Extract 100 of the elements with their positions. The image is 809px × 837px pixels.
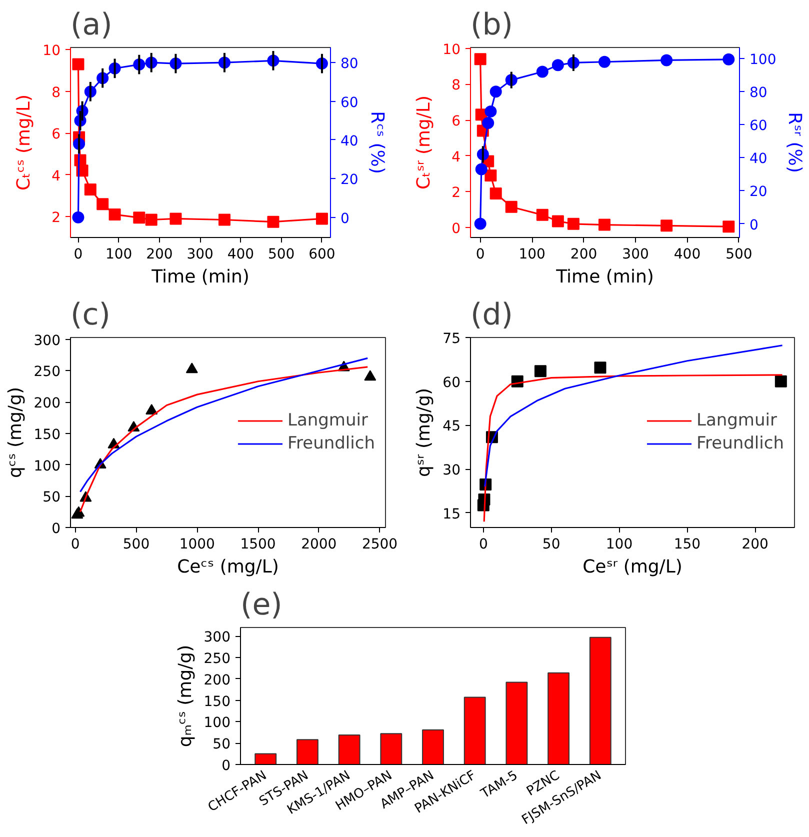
x-tick-label: 2000 xyxy=(301,536,337,552)
y-tick-label: 200 xyxy=(204,672,231,688)
y-tick-label: 150 xyxy=(204,694,231,710)
y-tick-label: 2 xyxy=(52,210,61,226)
point xyxy=(146,404,158,415)
x-tick-label: 300 xyxy=(186,246,214,262)
point xyxy=(484,170,497,182)
point xyxy=(474,53,486,66)
point xyxy=(267,216,280,228)
x-tick-label: 200 xyxy=(742,536,768,552)
x-axis-title: Ceᶜˢ (mg/L) xyxy=(177,556,279,578)
point xyxy=(218,214,230,226)
point xyxy=(552,215,564,228)
x-tick-label: 400 xyxy=(227,246,254,262)
y-tick-label: 45 xyxy=(442,418,461,435)
point xyxy=(722,53,735,66)
y2-tick-label: 0 xyxy=(750,217,758,234)
y-axis-title: qˢʳ (mg/g) xyxy=(414,388,435,478)
chart-title: (c) xyxy=(70,298,110,332)
legend-label: Langmuir xyxy=(287,410,368,430)
y-tick-label: 300 xyxy=(34,332,61,349)
y-tick-label: 2 xyxy=(452,185,461,202)
x-tick-label: 1000 xyxy=(179,536,215,552)
y2-tick-label: 0 xyxy=(340,210,350,227)
point xyxy=(660,54,673,66)
point xyxy=(505,200,518,213)
y-tick-label: 250 xyxy=(34,364,61,380)
x-tick-label: 300 xyxy=(622,246,649,262)
x-tick-label: 200 xyxy=(146,246,173,262)
point xyxy=(170,212,182,225)
point xyxy=(567,218,580,230)
point xyxy=(490,86,502,98)
bar xyxy=(380,733,402,764)
point xyxy=(482,117,494,129)
x-tick-label: 100 xyxy=(105,246,132,262)
x-tick-label: 200 xyxy=(570,246,598,262)
x-tick-label: 2500 xyxy=(362,536,398,552)
y2-tick-label: 20 xyxy=(340,172,358,188)
x-tick-label: 0 xyxy=(70,536,80,552)
y2-tick-label: 40 xyxy=(750,151,768,168)
y-tick-label: 4 xyxy=(452,149,461,166)
x-tick-label: 0 xyxy=(476,246,485,262)
y-tick-label: 150 xyxy=(34,426,61,443)
x-tick-label: 0 xyxy=(478,536,488,552)
chart-title: (e) xyxy=(240,588,282,622)
legend-label: Freundlich xyxy=(287,434,375,454)
bar xyxy=(254,753,277,764)
y-tick-label: 0 xyxy=(222,758,231,774)
x-tick-label: 150 xyxy=(674,536,701,552)
point xyxy=(552,59,564,72)
point xyxy=(536,66,548,78)
y-tick-label: 10 xyxy=(442,42,461,58)
point xyxy=(474,218,486,230)
bar xyxy=(296,739,318,764)
y-axis-title: qₘᶜˢ (mg/g) xyxy=(174,644,196,748)
x-tick-label: 100 xyxy=(606,536,633,552)
bar xyxy=(464,696,486,764)
y-tick-label: 75 xyxy=(442,331,461,347)
y-tick-label: 0 xyxy=(452,220,461,237)
bar xyxy=(506,682,528,764)
y-tick-label: 200 xyxy=(34,396,61,412)
point xyxy=(594,362,606,374)
point xyxy=(96,198,109,210)
x-tick-label: 0 xyxy=(74,246,83,262)
y-tick-label: 8 xyxy=(452,78,461,94)
y-tick-label: 6 xyxy=(52,126,61,143)
bar xyxy=(548,672,570,764)
y2-tick-label: 60 xyxy=(750,118,768,134)
point xyxy=(84,183,96,196)
y-axis-title: Cₜᶜˢ (mg/L) xyxy=(14,94,35,191)
point xyxy=(316,212,328,225)
y-axis-title: Cₜˢʳ (mg/L) xyxy=(414,95,435,190)
y-tick-label: 30 xyxy=(442,462,461,479)
x-tick-label: 1500 xyxy=(240,536,276,552)
y-tick-label: 250 xyxy=(204,650,231,667)
point xyxy=(598,56,610,68)
x-tick-label: 50 xyxy=(542,536,560,552)
point xyxy=(72,58,84,70)
y-tick-label: 50 xyxy=(42,490,61,506)
y-tick-label: 300 xyxy=(204,630,231,646)
point xyxy=(145,214,158,226)
y-tick-label: 0 xyxy=(52,521,61,537)
point xyxy=(534,365,546,378)
y2-axis-title: Rᶜˢ (%) xyxy=(366,111,388,174)
point xyxy=(490,187,502,200)
y2-tick-label: 40 xyxy=(340,133,358,150)
y2-tick-label: 100 xyxy=(750,52,776,68)
legend-label: Langmuir xyxy=(696,410,777,430)
y2-tick-label: 60 xyxy=(340,94,358,111)
x-axis-title: Ceˢʳ (mg/L) xyxy=(582,556,682,578)
point xyxy=(108,208,121,221)
bar xyxy=(422,729,444,764)
legend-label: Freundlich xyxy=(696,434,784,454)
y2-tick-label: 80 xyxy=(750,85,768,102)
y-axis-title: qᶜˢ (mg/g) xyxy=(4,386,26,478)
y-tick-label: 100 xyxy=(204,715,231,732)
chart-title: (a) xyxy=(70,8,112,42)
y-tick-label: 10 xyxy=(42,43,61,60)
x-axis-title: Time (min) xyxy=(150,266,250,288)
y-tick-label: 50 xyxy=(212,736,231,753)
